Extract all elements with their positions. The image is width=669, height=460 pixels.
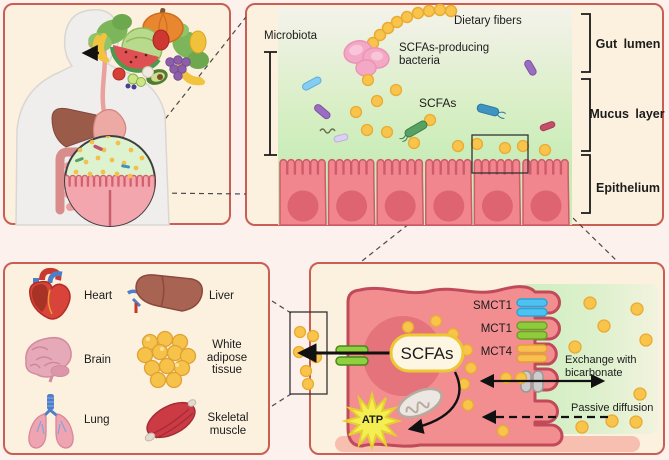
scfas-pill-label: SCFAs <box>400 344 454 363</box>
microbiota-label: Microbiota <box>264 30 318 42</box>
layer-label-epithelium: Epithelium <box>596 181 660 195</box>
exchange-bicarbonate-label: Exchange with bicarbonate <box>565 354 637 379</box>
atp-label: ATP <box>361 414 384 426</box>
organ-label-lung: Lung <box>84 414 110 426</box>
organ-label-white-adipose-tissue: White adipose tissue <box>206 339 248 376</box>
transporter-label-mct4: MCT4 <box>480 346 512 358</box>
layer-label-mucus-layer: Mucus layer <box>589 107 665 121</box>
layer-label-gut-lumen: Gut lumen <box>595 37 661 51</box>
organ-label-skeletal-muscle: Skeletal muscle <box>207 412 249 437</box>
organ-label-heart: Heart <box>84 290 113 302</box>
scfas-producing-bacteria-label: SCFAs-producing bacteria <box>399 42 490 67</box>
organ-label-liver: Liver <box>209 290 234 302</box>
panel-digestive-overview <box>3 3 231 225</box>
scfas-mucus-label: SCFAs <box>419 96 457 110</box>
passive-diffusion-label: Passive diffusion <box>571 402 654 414</box>
transporter-label-mct1: MCT1 <box>480 323 512 335</box>
dietary-fibers-label: Dietary fibers <box>454 15 522 27</box>
organ-label-brain: Brain <box>84 354 111 366</box>
transporter-label-smct1: SMCT1 <box>473 300 512 312</box>
